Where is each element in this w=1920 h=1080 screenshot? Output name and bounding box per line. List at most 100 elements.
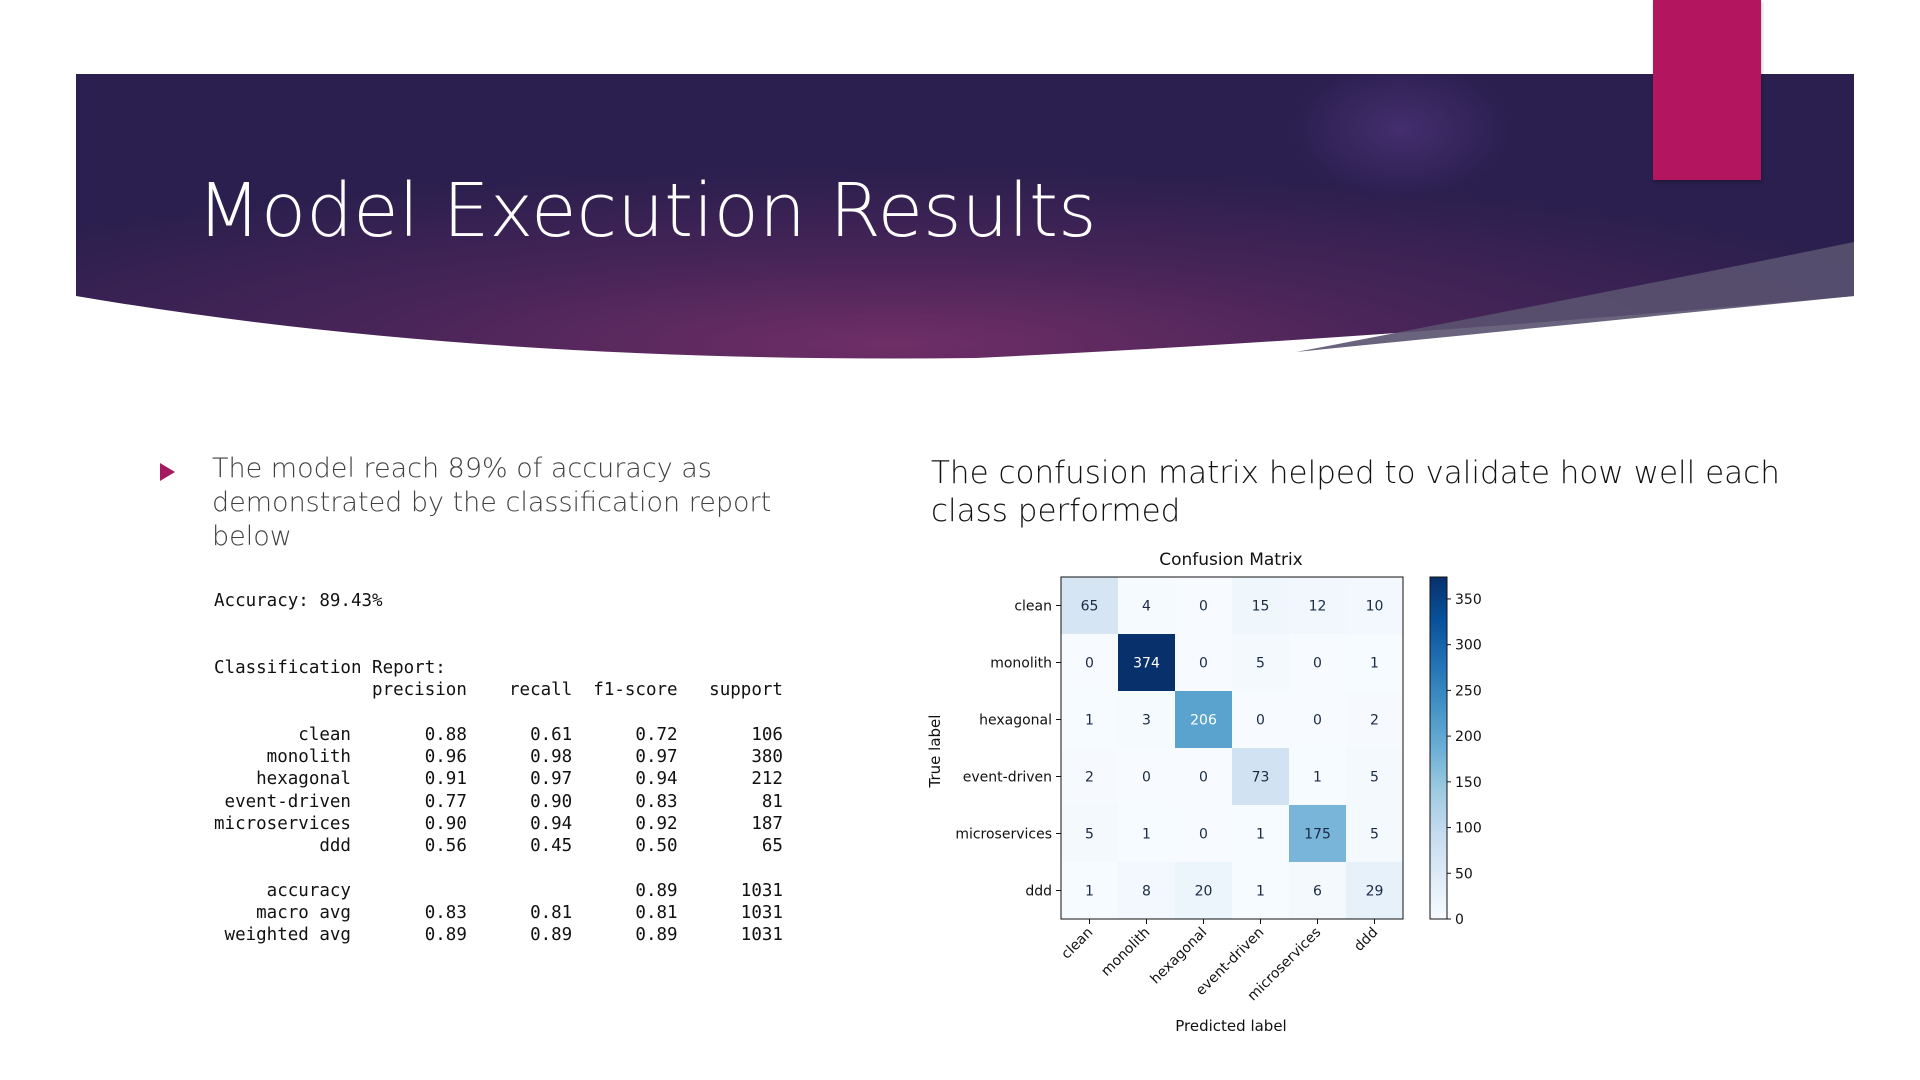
matrix-cell-value: 0 <box>1199 599 1208 615</box>
matrix-cell-value: 1 <box>1085 713 1094 729</box>
matrix-cell <box>1061 748 1118 805</box>
matrix-cell <box>1289 748 1346 805</box>
matrix-cell <box>1175 805 1232 862</box>
matrix-cell <box>1175 748 1232 805</box>
matrix-cell <box>1346 862 1403 919</box>
matrix-cell-value: 2 <box>1370 713 1379 729</box>
matrix-cell <box>1175 691 1232 748</box>
matrix-cell <box>1289 634 1346 691</box>
x-tick-label: hexagonal <box>1147 925 1210 988</box>
matrix-cell-value: 20 <box>1195 884 1213 900</box>
matrix-cell-value: 1 <box>1313 770 1322 786</box>
matrix-cell-value: 374 <box>1133 656 1160 672</box>
matrix-cell <box>1118 748 1175 805</box>
matrix-cell-value: 0 <box>1199 827 1208 843</box>
confusion-matrix-chart: Confusion Matrix Predicted label True la… <box>926 550 1482 1035</box>
matrix-cell <box>1061 862 1118 919</box>
matrix-cell-value: 0 <box>1256 713 1265 729</box>
matrix-cell-value: 0 <box>1313 656 1322 672</box>
matrix-cell <box>1346 691 1403 748</box>
matrix-cell-value: 5 <box>1256 656 1265 672</box>
matrix-cell-value: 0 <box>1142 770 1151 786</box>
matrix-cell-value: 175 <box>1304 827 1331 843</box>
matrix-cell <box>1175 862 1232 919</box>
y-tick-label: event-driven <box>963 770 1052 786</box>
matrix-cell <box>1175 634 1232 691</box>
classification-report: Accuracy: 89.43% Classification Report: … <box>214 591 783 946</box>
matrix-cell <box>1346 577 1403 634</box>
colorbar-tick-label: 300 <box>1455 638 1482 654</box>
matrix-cell <box>1118 805 1175 862</box>
title-banner <box>76 74 1854 360</box>
x-axis-label: Predicted label <box>1175 1017 1286 1035</box>
x-tick-label: clean <box>1058 925 1096 963</box>
matrix-cell-value: 1 <box>1256 827 1265 843</box>
matrix-cell <box>1118 634 1175 691</box>
matrix-cell <box>1061 577 1118 634</box>
colorbar-tick-label: 150 <box>1455 775 1482 791</box>
colorbar-tick-label: 350 <box>1455 592 1482 608</box>
matrix-cell <box>1289 577 1346 634</box>
bullet-item: The model reach 89% of accuracy as demon… <box>160 452 810 554</box>
matrix-cell-value: 0 <box>1199 656 1208 672</box>
matrix-cell <box>1175 577 1232 634</box>
matrix-frame <box>1060 576 1404 920</box>
matrix-cell <box>1232 691 1289 748</box>
matrix-cell-value: 3 <box>1142 713 1151 729</box>
matrix-cell-value: 5 <box>1370 827 1379 843</box>
matrix-cell <box>1061 805 1118 862</box>
matrix-cell-value: 65 <box>1081 599 1099 615</box>
y-tick-label: clean <box>1014 599 1052 615</box>
matrix-cell <box>1232 577 1289 634</box>
matrix-cell <box>1118 691 1175 748</box>
matrix-cell-value: 5 <box>1370 770 1379 786</box>
colorbar-tick-label: 250 <box>1455 683 1482 699</box>
x-tick-label: ddd <box>1351 925 1381 955</box>
colorbar-tick-label: 100 <box>1455 821 1482 837</box>
matrix-cell-value: 206 <box>1190 713 1217 729</box>
colorbar-tick-label: 50 <box>1455 866 1473 882</box>
matrix-cell <box>1232 862 1289 919</box>
colorbar-tick-label: 0 <box>1455 912 1464 928</box>
matrix-cell <box>1232 748 1289 805</box>
matrix-cell-value: 1 <box>1256 884 1265 900</box>
confusion-matrix-heading: The confusion matrix helped to validate … <box>931 455 1780 529</box>
matrix-cell <box>1118 577 1175 634</box>
matrix-cell-value: 1 <box>1370 656 1379 672</box>
y-tick-label: microservices <box>955 827 1052 843</box>
matrix-cell <box>1289 862 1346 919</box>
matrix-cell-value: 12 <box>1309 599 1327 615</box>
matrix-cell-value: 29 <box>1366 884 1384 900</box>
matrix-cell <box>1346 748 1403 805</box>
slide-title: Model Execution Results <box>197 168 1097 254</box>
matrix-cell <box>1289 691 1346 748</box>
matrix-cell <box>1232 805 1289 862</box>
matrix-cell-value: 8 <box>1142 884 1151 900</box>
matrix-cell-value: 0 <box>1313 713 1322 729</box>
matrix-cell-value: 73 <box>1252 770 1270 786</box>
colorbar <box>1429 576 1448 920</box>
matrix-cell-value: 5 <box>1085 827 1094 843</box>
matrix-cell-value: 2 <box>1085 770 1094 786</box>
y-axis-label: True label <box>926 715 944 789</box>
y-tick-label: ddd <box>1025 884 1052 900</box>
matrix-cell-value: 0 <box>1085 656 1094 672</box>
y-tick-label: monolith <box>990 656 1052 672</box>
left-column: The model reach 89% of accuracy as demon… <box>160 452 810 554</box>
y-tick-label: hexagonal <box>979 713 1052 729</box>
colorbar-tick-label: 200 <box>1455 729 1482 745</box>
matrix-cell-value: 0 <box>1199 770 1208 786</box>
matrix-cell-value: 15 <box>1252 599 1270 615</box>
bullet-arrow-icon <box>160 463 175 481</box>
x-tick-label: monolith <box>1098 925 1153 980</box>
bullet-text: The model reach 89% of accuracy as demon… <box>212 453 772 552</box>
matrix-cell-value: 1 <box>1142 827 1151 843</box>
accent-tab <box>1653 0 1761 180</box>
matrix-cell <box>1118 862 1175 919</box>
matrix-cell <box>1232 634 1289 691</box>
matrix-cell-value: 4 <box>1142 599 1151 615</box>
matrix-cell <box>1346 634 1403 691</box>
matrix-cell <box>1061 691 1118 748</box>
matrix-cell-value: 1 <box>1085 884 1094 900</box>
matrix-cell <box>1346 805 1403 862</box>
